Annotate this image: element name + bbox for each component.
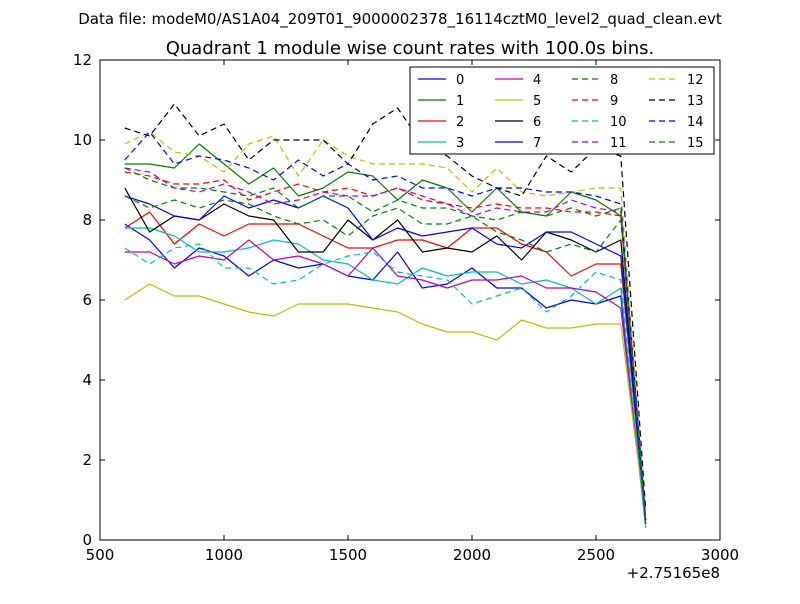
series-line-2 xyxy=(124,211,647,521)
x-tick-label: 1500 xyxy=(329,546,367,564)
legend-label-0: 0 xyxy=(456,73,464,88)
x-tick-label: 1000 xyxy=(205,546,243,564)
y-tick-label: 4 xyxy=(82,371,92,389)
legend-label-3: 3 xyxy=(456,136,464,151)
legend-label-10: 10 xyxy=(610,115,627,130)
series-line-6 xyxy=(124,187,647,525)
legend-label-1: 1 xyxy=(456,94,464,109)
y-tick-label: 2 xyxy=(82,451,92,469)
legend-label-15: 15 xyxy=(687,136,704,151)
legend-label-6: 6 xyxy=(533,115,541,130)
series-line-15 xyxy=(124,167,647,521)
legend-label-13: 13 xyxy=(687,94,704,109)
legend-label-4: 4 xyxy=(533,73,541,88)
series-line-9 xyxy=(124,171,647,521)
x-tick-label: 3000 xyxy=(701,546,739,564)
series-line-10 xyxy=(124,243,647,529)
legend-label-9: 9 xyxy=(610,94,618,109)
legend-label-7: 7 xyxy=(533,136,541,151)
series-line-7 xyxy=(124,195,647,521)
y-tick-label: 12 xyxy=(73,51,92,69)
figure-suptitle: Data file: modeM0/AS1A04_209T01_90000023… xyxy=(78,10,722,29)
legend-label-12: 12 xyxy=(687,73,704,88)
chart-title: Quadrant 1 module wise count rates with … xyxy=(166,38,655,59)
legend-label-14: 14 xyxy=(687,115,704,130)
legend-label-8: 8 xyxy=(610,73,618,88)
x-tick-label: 2500 xyxy=(577,546,615,564)
legend-label-5: 5 xyxy=(533,94,541,109)
series-line-8 xyxy=(124,195,647,521)
series-line-14 xyxy=(124,131,647,521)
chart-plot-area: 500 1000 1500 2000 2500 300002468101201234567… xyxy=(73,51,739,564)
legend-label-11: 11 xyxy=(610,136,627,151)
legend-box xyxy=(409,66,715,155)
series-line-3 xyxy=(124,227,647,529)
y-tick-label: 0 xyxy=(82,531,92,549)
y-tick-label: 10 xyxy=(73,131,92,149)
x-offset-label: +2.75165e8 xyxy=(627,564,720,582)
series-line-0 xyxy=(124,223,647,525)
x-tick-label: 500 xyxy=(86,546,115,564)
series-line-5 xyxy=(124,283,647,521)
legend-label-2: 2 xyxy=(456,115,464,130)
series-line-1 xyxy=(124,143,647,517)
series-line-13 xyxy=(124,103,647,509)
y-tick-label: 6 xyxy=(82,291,92,309)
series-line-11 xyxy=(124,167,647,525)
x-tick-label: 2000 xyxy=(453,546,491,564)
y-tick-label: 8 xyxy=(82,211,92,229)
